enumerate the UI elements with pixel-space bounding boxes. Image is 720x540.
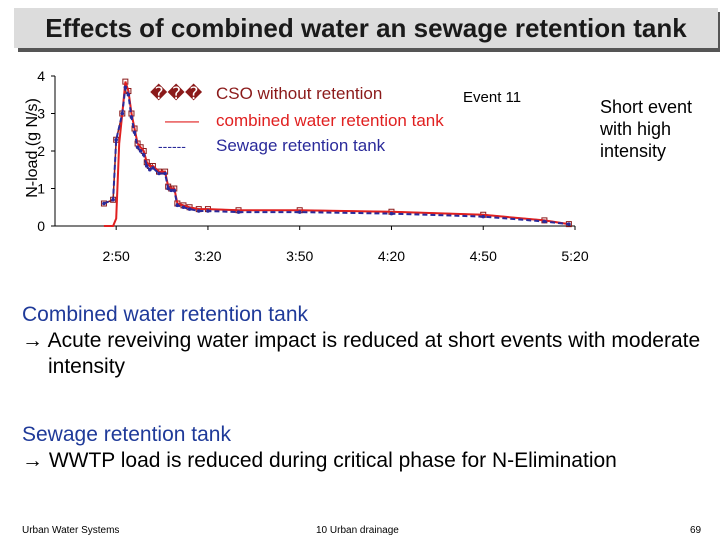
legend: ��� CSO without retention —— combined wa… bbox=[150, 83, 444, 155]
data-point bbox=[148, 167, 152, 172]
x-axis-ticks: 2:50 3:20 3:50 4:20 4:50 5:20 bbox=[103, 226, 589, 264]
chart: 0 1 2 3 4 2:50 3:20 3:50 4:20 4:50 5:20 N-load (g… bbox=[24, 68, 589, 264]
data-point bbox=[123, 85, 128, 90]
event-label: Event 11 bbox=[463, 89, 521, 106]
series-3 bbox=[102, 85, 571, 226]
slide-title: Effects of combined water an sewage rete… bbox=[45, 13, 687, 43]
data-point bbox=[481, 214, 486, 219]
data-point bbox=[166, 186, 170, 191]
data-point bbox=[135, 145, 140, 150]
data-point bbox=[542, 219, 547, 224]
data-point bbox=[151, 166, 155, 170]
x-tick-label: 5:20 bbox=[561, 248, 588, 264]
section-combined: Combined water retention tank → Acute re… bbox=[22, 302, 712, 380]
note-line-2: with high bbox=[600, 119, 672, 139]
data-point bbox=[181, 205, 186, 210]
section-bullet: → Acute reveiving water impact is reduce… bbox=[22, 329, 701, 378]
y-tick-label: 0 bbox=[37, 218, 45, 234]
title-bar: Effects of combined water an sewage rete… bbox=[14, 8, 718, 48]
data-point bbox=[144, 164, 149, 168]
data-point bbox=[169, 188, 174, 193]
data-point bbox=[172, 188, 177, 193]
y-tick-label: 2 bbox=[37, 143, 45, 159]
data-point bbox=[236, 210, 241, 214]
data-point bbox=[132, 130, 137, 135]
y-tick-label: 4 bbox=[37, 68, 45, 84]
legend-symbol-combined: —— bbox=[165, 111, 199, 130]
data-point bbox=[141, 152, 146, 157]
data-point bbox=[126, 92, 131, 97]
section-heading: Sewage retention tank bbox=[22, 423, 231, 446]
legend-label-cso: CSO without retention bbox=[216, 84, 382, 103]
series-line bbox=[103, 86, 570, 226]
footer-left: Urban Water Systems bbox=[22, 525, 120, 536]
legend-label-combined: combined water retention tank bbox=[216, 111, 444, 130]
legend-symbol-sewage: ------ bbox=[158, 138, 186, 154]
footer-page-number: 69 bbox=[690, 525, 702, 536]
data-point bbox=[206, 209, 210, 213]
data-point bbox=[114, 137, 118, 142]
series-line bbox=[103, 81, 570, 227]
y-axis-title: N-load (g N/s) bbox=[24, 98, 41, 198]
series-2 bbox=[103, 81, 570, 227]
data-point bbox=[187, 207, 192, 211]
legend-label-sewage: Sewage retention tank bbox=[216, 136, 386, 155]
x-tick-label: 2:50 bbox=[103, 248, 130, 264]
data-point bbox=[157, 171, 161, 176]
data-point bbox=[196, 209, 201, 213]
x-tick-label: 4:50 bbox=[470, 248, 497, 264]
footer-center: 10 Urban drainage bbox=[316, 525, 399, 536]
section-bullet: → WWTP load is reduced during critical p… bbox=[22, 449, 617, 472]
data-point bbox=[389, 211, 394, 216]
section-heading: Combined water retention tank bbox=[22, 303, 308, 326]
note-line-3: intensity bbox=[600, 141, 667, 161]
x-tick-label: 4:20 bbox=[378, 248, 405, 264]
series-layer bbox=[100, 78, 572, 228]
data-point bbox=[129, 115, 134, 120]
event-note: Short event with high intensity bbox=[600, 96, 710, 162]
y-axis-ticks: 0 1 2 3 4 bbox=[37, 68, 55, 234]
data-point bbox=[120, 111, 125, 116]
y-tick-label: 1 bbox=[37, 181, 45, 197]
x-tick-label: 3:50 bbox=[286, 248, 313, 264]
data-point bbox=[567, 222, 571, 226]
data-point bbox=[111, 197, 115, 202]
x-tick-label: 3:20 bbox=[194, 248, 221, 264]
data-point bbox=[163, 171, 167, 176]
legend-symbol-cso: ��� bbox=[150, 83, 203, 103]
section-sewage: Sewage retention tank → WWTP load is red… bbox=[22, 422, 712, 474]
y-tick-label: 3 bbox=[37, 106, 45, 122]
data-point bbox=[175, 203, 180, 208]
data-point bbox=[297, 210, 302, 214]
data-point bbox=[138, 149, 143, 153]
data-point bbox=[102, 201, 106, 206]
note-line-1: Short event bbox=[600, 97, 693, 117]
